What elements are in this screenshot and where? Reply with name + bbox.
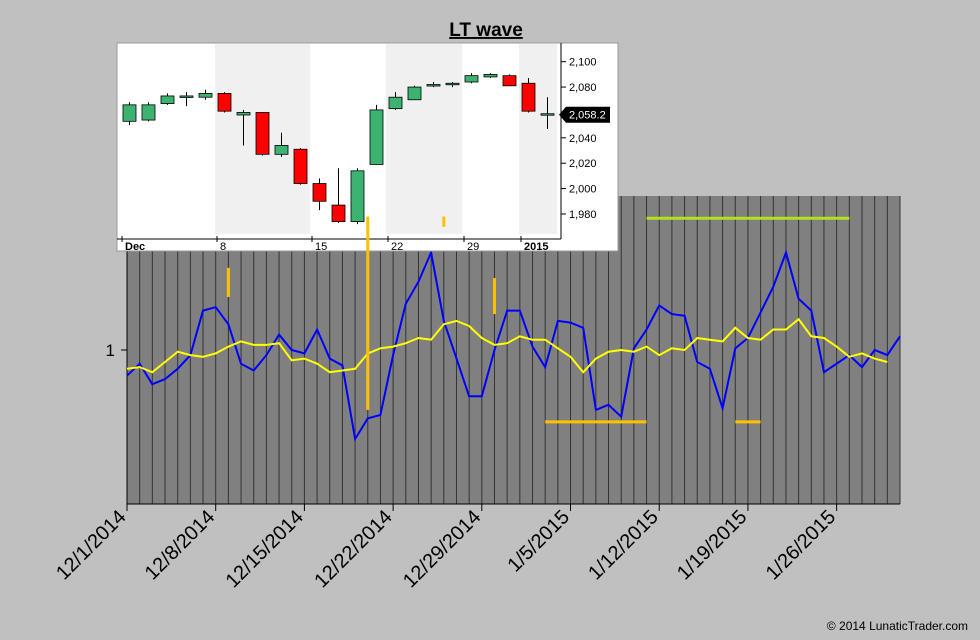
- inset-x-tick-label: 15: [315, 241, 327, 253]
- candle: [350, 168, 365, 225]
- x-tick-label: 1/12/2015: [584, 506, 662, 584]
- x-tick-label: 12/8/2014: [141, 506, 219, 584]
- candle-body: [122, 104, 137, 122]
- candle-body: [502, 75, 517, 87]
- candle: [388, 92, 403, 110]
- candle: [483, 73, 498, 79]
- candle-body: [236, 112, 251, 116]
- last-value-tag: [559, 106, 610, 123]
- copyright: © 2014 LunaticTrader.com: [827, 619, 968, 633]
- chart-title: LT wave: [449, 20, 523, 41]
- candle-body: [426, 84, 441, 87]
- week-shade: [386, 44, 462, 234]
- y-tick-label: 1: [106, 341, 115, 360]
- candle: [407, 85, 422, 101]
- inset-y-tick-label: 1,980: [569, 209, 597, 221]
- candle: [540, 97, 555, 129]
- candle-body: [521, 82, 536, 112]
- x-tick-label: 1/26/2015: [762, 506, 840, 584]
- candle: [464, 73, 479, 84]
- candle-body: [160, 95, 175, 104]
- x-tick-label: 1/5/2015: [503, 506, 574, 577]
- candle-body: [350, 170, 365, 222]
- candle: [236, 109, 251, 146]
- candle: [445, 81, 460, 88]
- candle: [312, 178, 327, 211]
- markers-layer: [226, 216, 850, 424]
- candle-body: [388, 96, 403, 110]
- inset-y-tick-label: 2,020: [569, 158, 597, 170]
- candle: [179, 92, 194, 107]
- candle-body: [255, 112, 270, 155]
- candle-body: [312, 183, 327, 202]
- candle-body: [141, 104, 156, 121]
- inset-y-tick-label: 2,000: [569, 184, 597, 196]
- candle: [331, 168, 346, 223]
- candle-body: [293, 148, 308, 184]
- candle-body: [445, 82, 460, 86]
- candle: [369, 104, 384, 165]
- x-tick-label: 1/19/2015: [673, 506, 751, 584]
- candle-body: [179, 95, 194, 98]
- last-value-label: 2,058.2: [569, 110, 606, 122]
- candle-body: [407, 86, 422, 101]
- inset-x-tick-label: 22: [391, 241, 403, 253]
- candle: [502, 74, 517, 87]
- inset-y-tick-label: 2,080: [569, 82, 597, 94]
- candle: [160, 93, 175, 105]
- candle-body: [331, 204, 346, 222]
- candle: [274, 132, 289, 157]
- candle: [217, 92, 232, 113]
- candle: [198, 89, 213, 100]
- candle: [426, 81, 441, 88]
- candle: [521, 78, 536, 113]
- x-tick-label: 12/29/2014: [399, 506, 485, 592]
- inset-x-tick-label: 8: [220, 241, 226, 253]
- main-plot: 112/1/2014 12/8/2014 12/15/2014 12/22/2014 1…: [52, 196, 901, 592]
- x-tick-label: 12/22/2014: [310, 506, 396, 592]
- candle-body: [274, 145, 289, 155]
- series-line: [126, 317, 888, 374]
- candle-body: [483, 73, 498, 78]
- inset-candlestick-chart: 2,1002,0802,0602,0402,0202,0001,9802,058…: [116, 42, 619, 253]
- candle-body: [540, 113, 555, 116]
- candle: [293, 147, 308, 185]
- week-shade: [519, 44, 557, 234]
- candle: [255, 112, 270, 156]
- candle-body: [198, 93, 213, 98]
- inset-x-tick-label: Dec: [125, 241, 145, 253]
- inset-y-tick-label: 2,040: [569, 133, 597, 145]
- x-tick-label: 12/1/2014: [52, 506, 130, 584]
- candle: [122, 102, 137, 126]
- inset-x-tick-label: 2015: [524, 241, 548, 253]
- candle-body: [464, 75, 479, 83]
- inset-y-tick-label: 2,100: [569, 57, 597, 69]
- series-line: [126, 249, 901, 442]
- candle-body: [369, 109, 384, 165]
- candle-body: [217, 93, 232, 112]
- candle: [141, 102, 156, 122]
- inset-x-tick-label: 29: [467, 241, 479, 253]
- x-tick-label: 12/15/2014: [222, 506, 308, 592]
